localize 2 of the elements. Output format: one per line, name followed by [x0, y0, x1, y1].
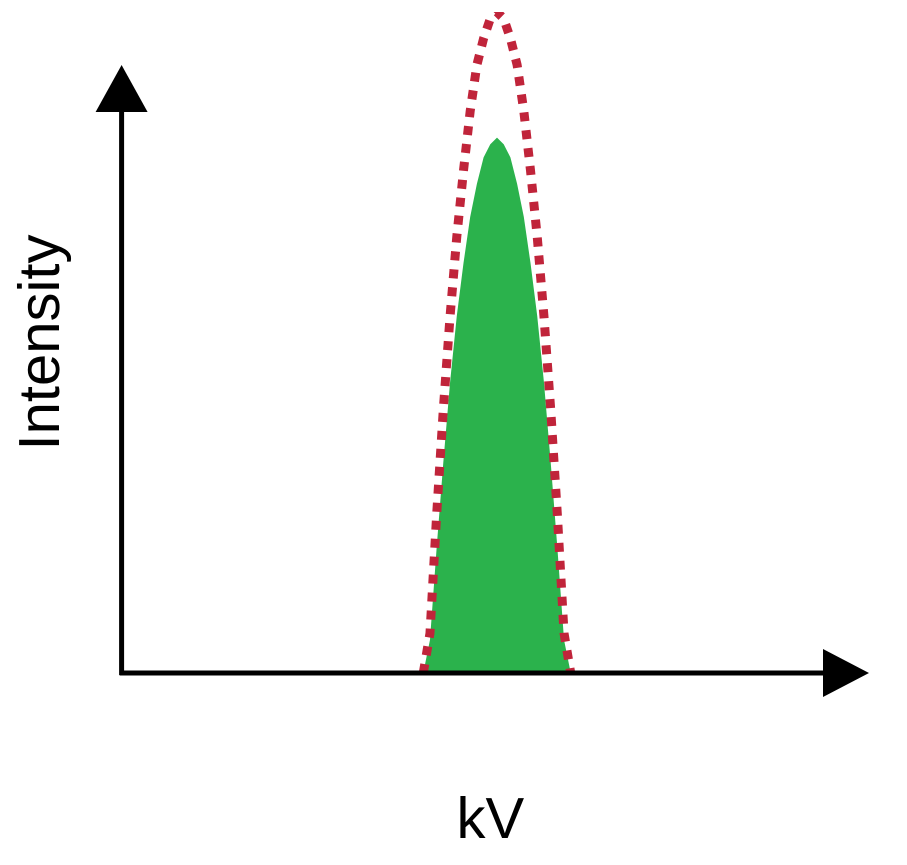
y-axis-title: Intensity	[6, 234, 72, 450]
x-axis-title: kV	[456, 786, 524, 852]
